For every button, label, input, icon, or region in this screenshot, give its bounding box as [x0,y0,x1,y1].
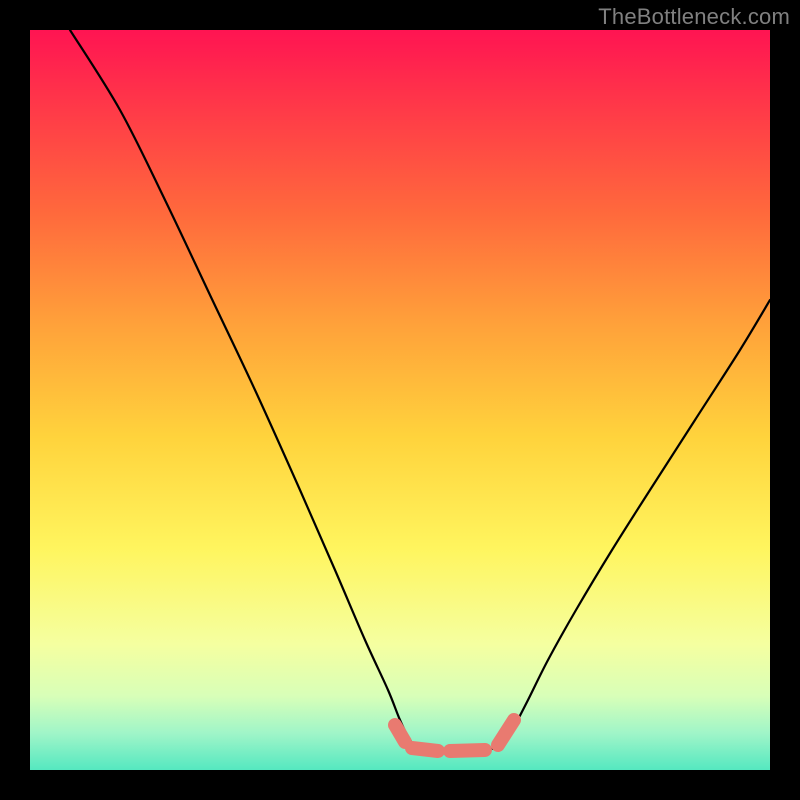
highlight-capsule [395,725,405,742]
highlight-capsule [450,750,485,751]
highlight-capsule [412,748,438,751]
watermark-text: TheBottleneck.com [598,4,790,30]
bottleneck-chart [0,0,800,800]
chart-gradient-background [30,30,770,770]
